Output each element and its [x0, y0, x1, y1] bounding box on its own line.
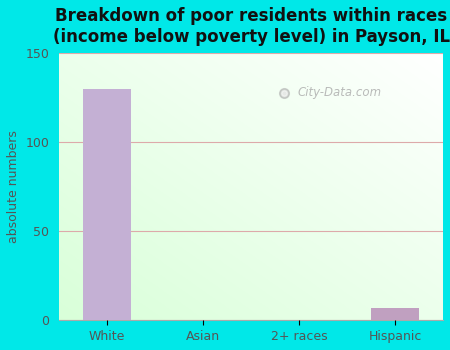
Bar [83, 89, 131, 320]
Bar [371, 308, 419, 320]
Y-axis label: absolute numbers: absolute numbers [7, 130, 20, 243]
Text: City-Data.com: City-Data.com [297, 86, 381, 99]
Title: Breakdown of poor residents within races
(income below poverty level) in Payson,: Breakdown of poor residents within races… [53, 7, 450, 46]
